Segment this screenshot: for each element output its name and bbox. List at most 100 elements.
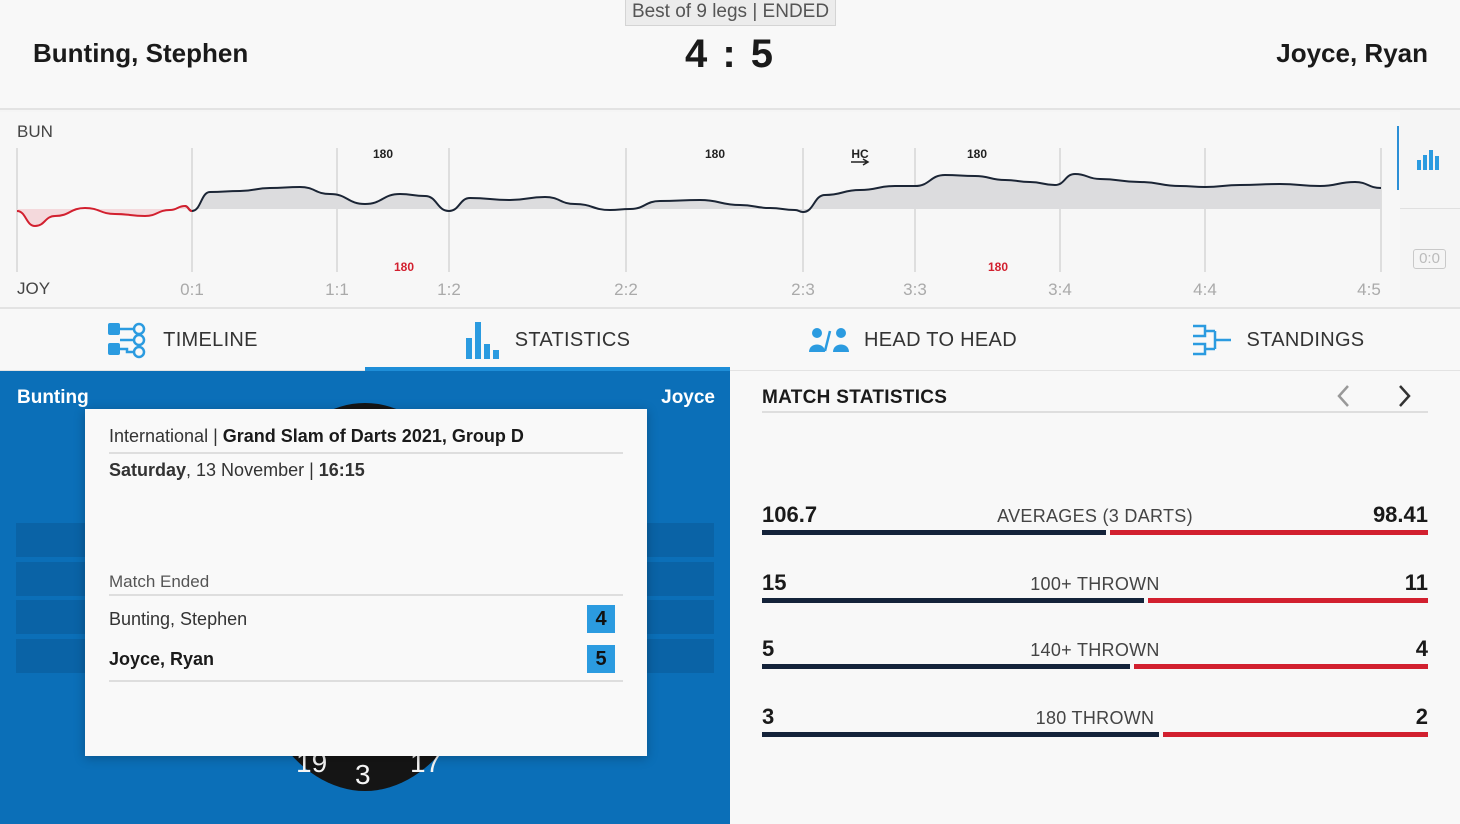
event-markers: 180 180 HC 180 180 180: [373, 147, 1008, 274]
stat-home-bar: [762, 732, 1160, 737]
chevron-right-icon: [1399, 385, 1411, 407]
next-arrow-button[interactable]: [1390, 381, 1420, 411]
away-180-marker: 180: [394, 260, 414, 274]
stat-home-value: 3: [762, 704, 775, 729]
card-divider: [109, 680, 623, 682]
momentum-chart: BUN JOY 0:1 1:1 1:2 2:2 2:3 3:3 3:4 4:4 4:5 180 1…: [0, 112, 1400, 307]
chevron-left-icon: [1337, 385, 1349, 407]
stat-label: AVERAGES (3 DARTS): [997, 506, 1193, 526]
stat-away-bar: [1110, 530, 1428, 535]
board-away-label: Joyce: [661, 387, 715, 408]
high-checkout-marker: HC: [851, 147, 869, 161]
away-momentum-line: [16, 204, 193, 228]
away-180-marker: 180: [988, 260, 1008, 274]
leg-score-label: 1:1: [325, 280, 349, 299]
home-abbr: BUN: [17, 122, 53, 141]
home-momentum-area: [185, 174, 1381, 212]
match-score: 4 : 5: [684, 32, 776, 76]
prev-arrow-button[interactable]: [1328, 381, 1358, 411]
match-statistics-title: MATCH STATISTICS: [762, 387, 948, 408]
leg-score-label: 0:1: [180, 280, 204, 299]
stat-row-180: 3 180 THROWN 2: [762, 704, 1428, 744]
tab-timeline-label: TIMELINE: [163, 328, 258, 351]
stat-row-140-plus: 5 140+ THROWN 4: [762, 636, 1428, 676]
stat-row-averages: 106.7 AVERAGES (3 DARTS) 98.41: [762, 502, 1428, 542]
stat-away-value: 2: [1415, 704, 1428, 729]
match-day: Saturday: [109, 460, 187, 480]
side-divider: [1400, 208, 1460, 209]
away-abbr: JOY: [17, 279, 50, 298]
board-home-label: Bunting: [17, 387, 89, 408]
home-180-marker: 180: [967, 147, 987, 161]
tournament-line: International | Grand Slam of Darts 2021…: [109, 426, 524, 447]
card-player-row: Joyce, Ryan 5: [109, 645, 615, 673]
stat-row-100-plus: 15 100+ THROWN 11: [762, 570, 1428, 610]
momentum-chart-svg: BUN JOY 0:1 1:1 1:2 2:2 2:3 3:3 3:4 4:4 4:5 180 1…: [16, 122, 1382, 299]
stats-title-divider: [762, 411, 1428, 413]
scoreboard-toggle[interactable]: 0:0: [1413, 249, 1446, 269]
stat-home-bar: [762, 664, 1130, 669]
card-player-row: Bunting, Stephen 4: [109, 605, 615, 633]
match-datetime: Saturday, 13 November | 16:15: [109, 460, 365, 481]
chart-bottom-divider: [0, 307, 1460, 309]
stat-home-value: 15: [762, 570, 787, 595]
card-player-name: Bunting, Stephen: [109, 609, 248, 629]
side-active-indicator: [1397, 126, 1399, 190]
away-momentum-area: [17, 206, 192, 226]
leg-score-labels: 0:1 1:1 1:2 2:2 2:3 3:3 3:4 4:4 4:5: [180, 280, 1381, 299]
separator: |: [208, 426, 223, 446]
stat-home-value: 5: [762, 636, 775, 661]
tournament-name: Grand Slam of Darts 2021, Group D: [222, 426, 524, 446]
stat-away-value: 98.41: [1372, 502, 1428, 527]
stat-home-value: 106.7: [762, 502, 818, 527]
tab-head-to-head-label: HEAD TO HEAD: [864, 328, 1017, 351]
card-divider: [109, 594, 623, 596]
tab-standings[interactable]: STANDINGS: [1095, 309, 1460, 371]
stat-away-bar: [1133, 664, 1428, 669]
home-player-name: Bunting, Stephen: [33, 38, 249, 68]
stat-label: 180 THROWN: [1035, 708, 1155, 728]
match-format-badge: Best of 9 legs | ENDED: [625, 0, 836, 26]
leg-score-label: 4:5: [1357, 280, 1381, 299]
tab-statistics[interactable]: STATISTICS: [365, 309, 730, 372]
stat-away-bar: [1147, 598, 1428, 603]
momentum-chart-toggle-icon[interactable]: [1416, 148, 1442, 177]
arrow-right-icon: [851, 158, 870, 166]
tab-bar: TIMELINE STATISTICS HEAD TO HEAD: [0, 309, 1460, 372]
leg-score-label: 2:2: [614, 280, 638, 299]
stat-away-value: 11: [1404, 570, 1428, 595]
category-label: International: [109, 426, 209, 446]
stat-home-bar: [762, 598, 1144, 603]
bar-chart-icon: [465, 320, 501, 360]
tab-statistics-label: STATISTICS: [514, 328, 631, 351]
leg-score-label: 1:2: [437, 280, 461, 299]
stat-label: 100+ THROWN: [1030, 574, 1160, 594]
bracket-icon: [1191, 323, 1233, 357]
card-divider: [109, 452, 623, 454]
head-to-head-icon: [808, 327, 850, 353]
away-player-name: Joyce, Ryan: [1276, 38, 1428, 68]
home-180-marker: 180: [705, 147, 725, 161]
leg-score-label: 3:4: [1048, 280, 1072, 299]
card-player-score: 5: [587, 645, 615, 673]
chart-side-panel: 0:0: [1397, 112, 1460, 307]
home-momentum-line: [184, 172, 1382, 214]
stat-away-value: 4: [1415, 636, 1428, 661]
board-number: 3: [355, 759, 371, 790]
card-player-name: Joyce, Ryan: [109, 649, 215, 669]
timeline-icon: [107, 321, 149, 359]
leg-divider-lines: [16, 148, 1382, 272]
stat-away-bar: [1163, 732, 1428, 737]
match-status: Match Ended: [109, 572, 210, 591]
tab-head-to-head[interactable]: HEAD TO HEAD: [730, 309, 1095, 371]
card-player-score: 4: [587, 605, 615, 633]
leg-score-label: 3:3: [903, 280, 927, 299]
home-180-marker: 180: [373, 147, 393, 161]
stat-label: 140+ THROWN: [1030, 640, 1160, 660]
tab-timeline[interactable]: TIMELINE: [0, 309, 365, 371]
stat-home-bar: [762, 530, 1107, 535]
match-statistics-panel: MATCH STATISTICS 106.7 AVERAGES (3 DARTS…: [730, 371, 1460, 824]
leg-score-label: 4:4: [1193, 280, 1217, 299]
leg-score-label: 2:3: [791, 280, 815, 299]
match-time: 16:15: [318, 460, 365, 480]
